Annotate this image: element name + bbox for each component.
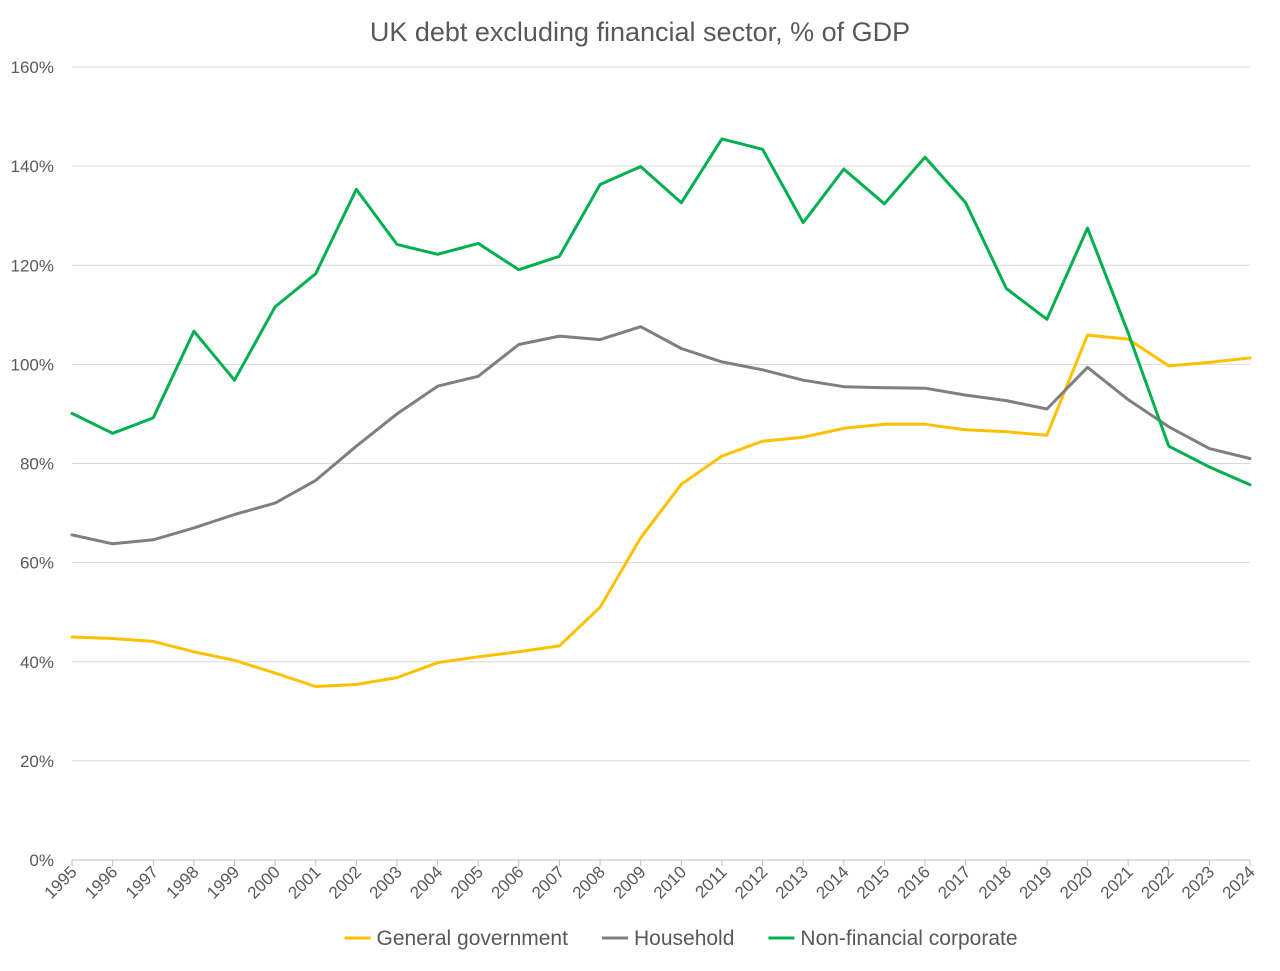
y-tick-label: 60% xyxy=(20,554,54,573)
x-tick-label: 2020 xyxy=(1056,862,1096,902)
x-tick-label: 2006 xyxy=(487,862,527,902)
x-tick-label: 2004 xyxy=(406,862,446,902)
x-tick-label: 2017 xyxy=(934,862,974,902)
x-tick-label: 2002 xyxy=(325,862,365,902)
x-tick-label: 2001 xyxy=(284,862,324,902)
x-tick-label: 2008 xyxy=(569,862,609,902)
x-tick-label: 1996 xyxy=(81,862,121,902)
x-tick-label: 1998 xyxy=(163,862,203,902)
legend-item: Household xyxy=(602,927,734,950)
x-tick-label: 1999 xyxy=(203,862,243,902)
x-tick-label: 2023 xyxy=(1178,862,1218,902)
x-tick-label: 2016 xyxy=(894,862,934,902)
legend-label: General government xyxy=(377,927,569,950)
x-tick-label: 2013 xyxy=(772,862,812,902)
series-line-general-government xyxy=(70,333,1252,688)
x-tick-label: 2012 xyxy=(731,862,771,902)
x-tick-label: 2007 xyxy=(528,862,568,902)
legend-item: Non-financial corporate xyxy=(768,927,1018,950)
series-line-household xyxy=(70,325,1252,546)
x-tick-label: 2015 xyxy=(853,862,893,902)
chart-title: UK debt excluding financial sector, % of… xyxy=(370,17,910,47)
x-tick-label: 2009 xyxy=(609,862,649,902)
x-tick-label: 2011 xyxy=(691,862,730,901)
x-tick-label: 2014 xyxy=(812,862,852,902)
y-tick-label: 120% xyxy=(11,256,54,275)
gridlines xyxy=(72,66,1250,762)
y-tick-label: 80% xyxy=(20,455,54,474)
series-line-non-financial-corporate xyxy=(70,137,1252,487)
x-tick-label: 2000 xyxy=(244,862,284,902)
y-tick-label: 140% xyxy=(11,157,54,176)
x-tick-label: 2005 xyxy=(447,862,487,902)
y-tick-label: 20% xyxy=(20,752,54,771)
x-tick-label: 1997 xyxy=(122,862,162,902)
axes: 0%20%40%60%80%100%120%140%160%1995 1996 19… xyxy=(11,58,1259,903)
series-lines xyxy=(70,137,1252,688)
x-tick-label: 2003 xyxy=(366,862,406,902)
x-tick-label: 2019 xyxy=(1016,862,1056,902)
y-tick-label: 40% xyxy=(20,653,54,672)
legend-label: Household xyxy=(634,927,734,950)
x-tick-label: 2024 xyxy=(1219,862,1259,902)
legend-label: Non-financial corporate xyxy=(800,927,1017,950)
x-tick-label: 2010 xyxy=(650,862,690,902)
x-tick-label: 2018 xyxy=(975,862,1015,902)
y-tick-label: 160% xyxy=(11,58,54,77)
x-tick-label: 2022 xyxy=(1137,862,1177,902)
y-tick-label: 100% xyxy=(11,355,54,374)
legend-item: General government xyxy=(344,927,569,950)
legend: General government Household Non-financial… xyxy=(344,927,1018,950)
x-tick-label: 2021 xyxy=(1097,862,1137,902)
y-tick-label: 0% xyxy=(29,851,54,870)
